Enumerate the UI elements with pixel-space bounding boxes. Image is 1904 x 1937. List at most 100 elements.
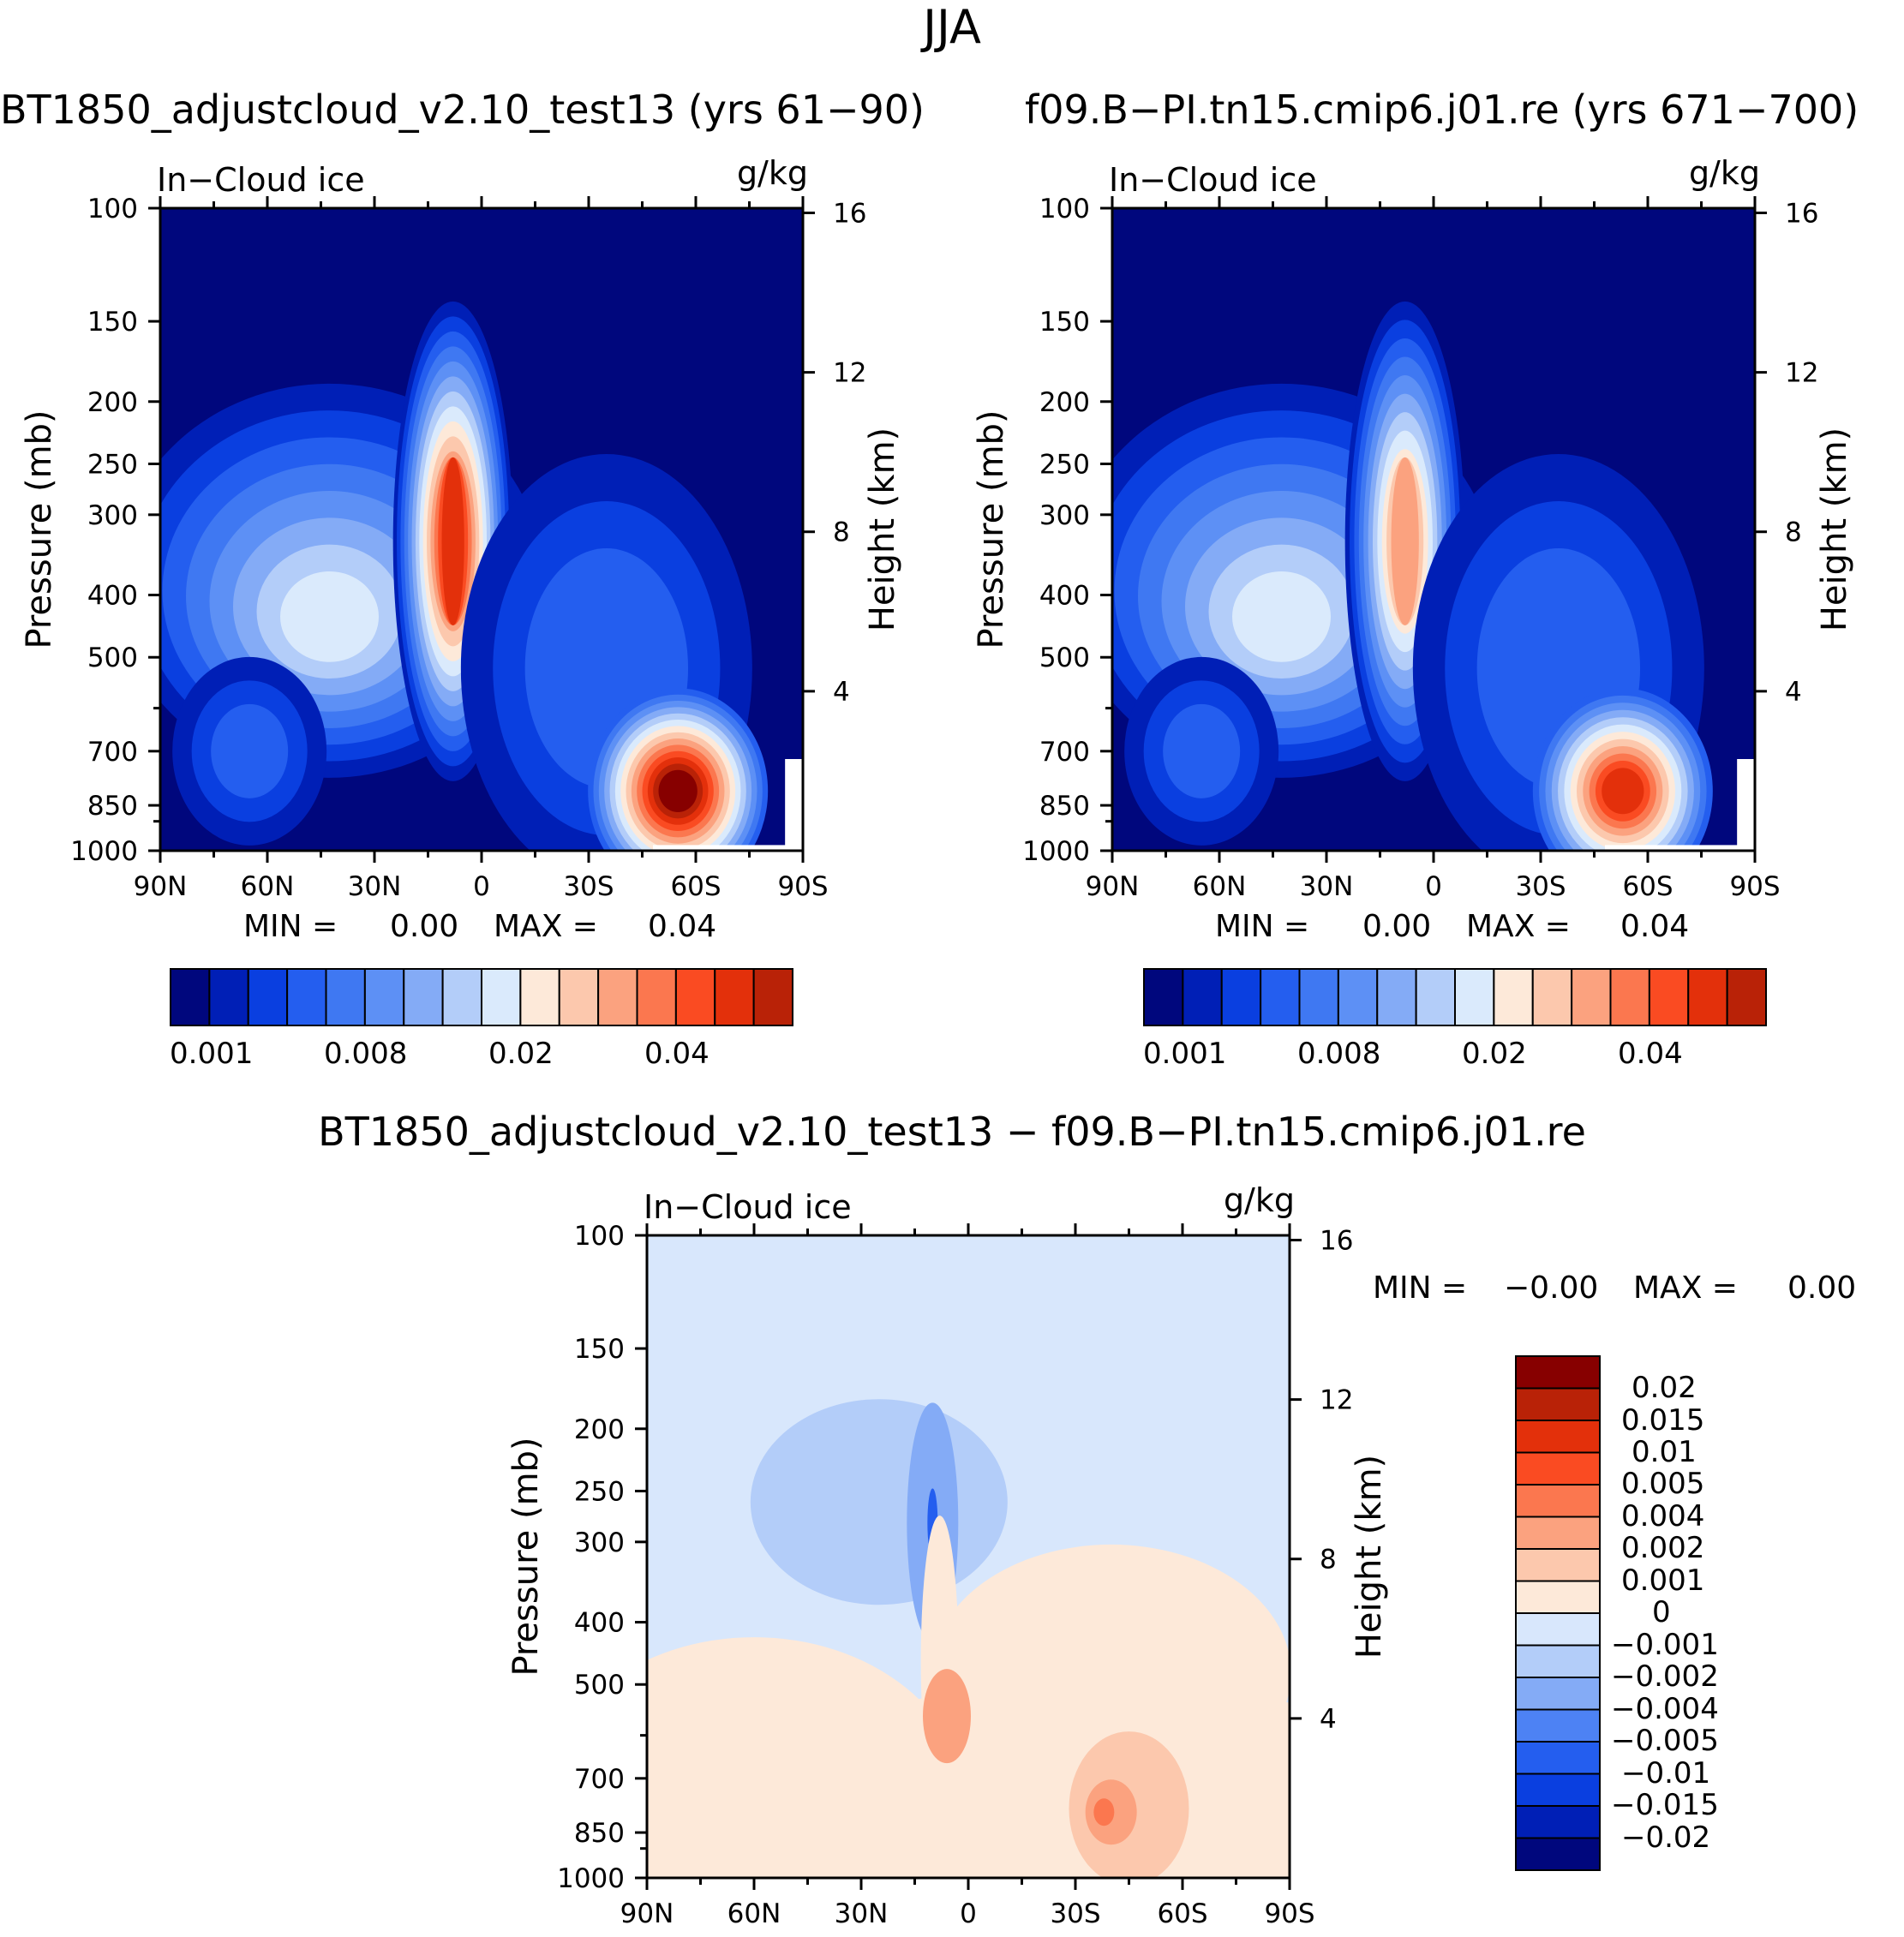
y2-axis-label: Height (km): [863, 427, 902, 631]
panel-2-contour-plot: 100 150 200 250 300 400 500 700 850 1000 16 12 8 4 90N…: [972, 154, 1854, 902]
panel-2-min-label: MIN =: [1215, 909, 1310, 944]
panel-2-colorbar-swatch: [1531, 968, 1573, 1026]
y-tick-label: 250: [574, 1476, 625, 1507]
panel-1-colorbar-label-1: 0.008: [324, 1037, 408, 1071]
difference-colorbar-label-6: 0.001: [1621, 1563, 1705, 1598]
difference-colorbar-swatch: [1515, 1516, 1601, 1550]
panel-2-colorbar-swatch: [1648, 968, 1690, 1026]
nh-cloud-level-8: [280, 571, 379, 662]
difference-colorbar-swatch: [1515, 1580, 1601, 1614]
axes-1: 100 150 200 250 300 400 500 700 850 1000 16 12 8 4 90N…: [972, 154, 1854, 902]
panel-1-colorbar-swatch: [286, 968, 327, 1026]
difference-colorbar-label-2: 0.01: [1632, 1435, 1697, 1469]
panel-2-max-value: 0.04: [1620, 909, 1690, 944]
difference-min-label: MIN =: [1373, 1270, 1468, 1306]
variable-label: In−Cloud ice: [157, 161, 365, 199]
x-tick-label: 0: [473, 871, 490, 902]
difference-colorbar-swatch: [1515, 1644, 1601, 1678]
difference-colorbar-swatch: [1515, 1355, 1601, 1390]
panel-2-colorbar-swatch: [1298, 968, 1339, 1026]
nh-cloud-level-8: [1232, 571, 1331, 662]
contour-fills: [1112, 208, 1755, 851]
sh-max-level-16: [658, 769, 698, 813]
y-tick-label: 700: [1039, 737, 1090, 768]
variable-label: In−Cloud ice: [644, 1188, 852, 1226]
panel-2-colorbar: [1143, 968, 1767, 1026]
panel-2-colorbar-swatch: [1571, 968, 1612, 1026]
panel-1-colorbar-swatch: [403, 968, 444, 1026]
difference-colorbar-swatch: [1515, 1677, 1601, 1711]
y2-axis-label: Height (km): [1350, 1455, 1389, 1659]
difference-min-value: −0.00: [1504, 1270, 1599, 1306]
x-tick-label: 90S: [777, 871, 828, 902]
surface-mask: [785, 758, 803, 851]
y-tick-label: 300: [574, 1527, 625, 1558]
y-tick-label: 700: [87, 737, 138, 768]
x-tick-label: 0: [960, 1898, 977, 1929]
panel-2-colorbar-swatch: [1182, 968, 1223, 1026]
figure-title: JJA: [923, 0, 981, 54]
negative-upper-level-1: [750, 1399, 1008, 1605]
y-tick-label: 1000: [557, 1863, 625, 1894]
difference-colorbar-label-11: −0.005: [1611, 1724, 1719, 1758]
x-tick-label: 30N: [348, 871, 402, 902]
y-tick-label: 400: [87, 581, 138, 612]
difference-colorbar-label-10: −0.004: [1611, 1692, 1719, 1726]
y-tick-label: 100: [574, 1221, 625, 1252]
difference-max-value: 0.00: [1787, 1270, 1857, 1306]
difference-colorbar-label-12: −0.01: [1621, 1756, 1711, 1791]
y2-tick-label: 8: [1320, 1545, 1337, 1575]
positive-sh-level-3: [1093, 1798, 1115, 1826]
difference-contour-plot: 100 150 200 250 300 400 500 700 850 1000 16 12 8 4 90N…: [506, 1181, 1389, 1929]
panel-1-colorbar-swatch: [481, 968, 522, 1026]
tropical-column-level-14: [441, 457, 464, 625]
y2-tick-label: 8: [833, 517, 850, 548]
panel-1-max-value: 0.04: [648, 909, 717, 944]
difference-colorbar-swatch: [1515, 1708, 1601, 1743]
nh-low-level-3: [1163, 703, 1241, 798]
panel-2-colorbar-label-1: 0.008: [1297, 1037, 1381, 1071]
y-tick-label: 300: [1039, 500, 1090, 531]
y2-tick-label: 16: [1785, 198, 1818, 229]
axes-2: 100 150 200 250 300 400 500 700 850 1000 16 12 8 4 90N…: [506, 1181, 1389, 1929]
x-tick-label: 90N: [620, 1898, 674, 1929]
panel-2-max-label: MAX =: [1466, 909, 1571, 944]
x-tick-label: 30S: [1050, 1898, 1100, 1929]
x-tick-label: 60N: [241, 871, 295, 902]
x-tick-label: 90S: [1729, 871, 1780, 902]
y2-tick-label: 4: [1320, 1704, 1337, 1735]
difference-max-label: MAX =: [1633, 1270, 1738, 1306]
x-tick-label: 90S: [1264, 1898, 1314, 1929]
difference-colorbar-swatch: [1515, 1451, 1601, 1486]
difference-colorbar-swatch: [1515, 1548, 1601, 1582]
difference-title: BT1850_adjustcloud_v2.10_test13 − f09.B−…: [318, 1109, 1586, 1155]
panel-1-colorbar-label-0: 0.001: [170, 1037, 254, 1071]
difference-colorbar-swatch: [1515, 1420, 1601, 1454]
panel-1-colorbar-swatch: [519, 968, 560, 1026]
x-tick-label: 60S: [1157, 1898, 1207, 1929]
contour-fills: [160, 208, 803, 851]
difference-fills: [647, 1235, 1290, 1878]
units-label: g/kg: [737, 154, 808, 192]
x-tick-label: 30S: [563, 871, 614, 902]
y-tick-label: 150: [87, 307, 138, 338]
panel-1-colorbar-swatch: [363, 968, 405, 1026]
positive-sh-mid: [931, 1544, 1290, 1802]
y-tick-label: 200: [1039, 387, 1090, 418]
difference-colorbar-label-7: 0: [1652, 1595, 1671, 1629]
panel-2-colorbar-swatch: [1415, 968, 1456, 1026]
y-tick-label: 250: [1039, 449, 1090, 480]
panel-1-colorbar: [170, 968, 793, 1026]
panel-2-title: f09.B−PI.tn15.cmip6.j01.re (yrs 671−700): [1025, 87, 1859, 133]
positive-nh-band: [647, 1637, 968, 1878]
panel-2-colorbar-label-0: 0.001: [1143, 1037, 1227, 1071]
y-axis-label: Pressure (mb): [972, 410, 1011, 649]
y-tick-label: 850: [87, 791, 138, 822]
panel-1-colorbar-swatch: [208, 968, 249, 1026]
y2-tick-label: 16: [1320, 1225, 1353, 1256]
y-tick-label: 400: [574, 1608, 625, 1639]
y2-tick-label: 4: [833, 677, 850, 708]
x-tick-label: 90N: [1086, 871, 1140, 902]
difference-colorbar-swatch: [1515, 1773, 1601, 1807]
surface-mask: [1737, 758, 1755, 851]
